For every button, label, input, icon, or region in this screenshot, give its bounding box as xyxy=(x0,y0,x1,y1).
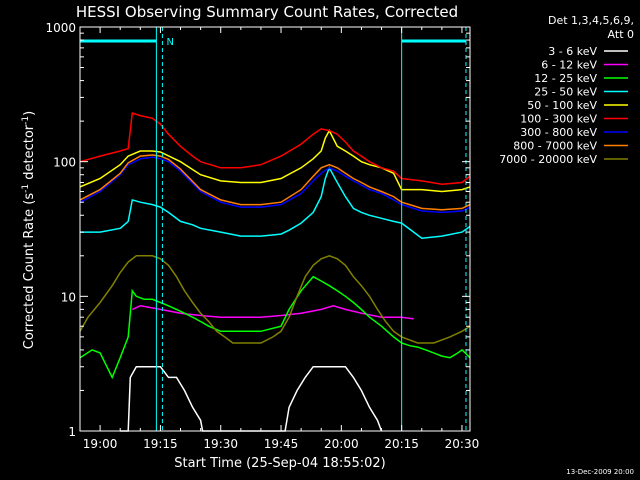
series-line-4 xyxy=(79,128,471,193)
x-tick-label-0: 19:00 xyxy=(83,437,118,451)
legend-label-0: 3 - 6 keV xyxy=(548,45,597,58)
legend-label-8: 7000 - 20000 keV xyxy=(499,153,597,166)
x-tick-label-3: 19:45 xyxy=(264,437,299,451)
series-line-1 xyxy=(131,305,414,320)
y-tick-label-0: 1 xyxy=(68,425,76,439)
y-tick-label-3: 1000 xyxy=(45,21,76,35)
overlay-layer: N xyxy=(80,27,467,431)
legend-label-6: 300 - 800 keV xyxy=(520,126,597,139)
y-axis-label-sup2: -1 xyxy=(21,116,31,125)
legend-label-2: 12 - 25 keV xyxy=(534,72,597,85)
legend-label-3: 25 - 50 keV xyxy=(534,86,597,99)
y-axis-label-main: Corrected Count Rate (s xyxy=(22,193,37,350)
y-tick-label-2: 100 xyxy=(53,156,76,170)
timestamp: 13-Dec-2009 20:00 xyxy=(566,468,634,476)
x-axis-label: Start Time (25-Sep-04 18:55:02) xyxy=(174,456,385,471)
series-line-8 xyxy=(79,254,471,344)
y-axis-label: Corrected Count Rate (s-1 detector-1) xyxy=(21,111,37,349)
y-axis-label-end: ) xyxy=(22,111,37,116)
y-tick-label-1: 10 xyxy=(61,290,76,304)
series-line-3 xyxy=(80,165,471,239)
y-axis-label-sup1: -1 xyxy=(21,184,31,193)
y-axis-ticks: 1 10 100 1000 xyxy=(45,21,470,439)
legend-header-line-1: Det 1,3,4,5,6,9, xyxy=(548,14,634,27)
legend-label-5: 100 - 300 keV xyxy=(520,113,597,126)
series-line-5 xyxy=(79,112,471,185)
x-axis-ticks: 19:00 19:15 19:30 19:45 20:00 20:15 20:30 xyxy=(79,27,480,451)
x-tick-label-5: 20:15 xyxy=(384,437,419,451)
annotation-label: N xyxy=(166,37,173,48)
legend-label-7: 800 - 7000 keV xyxy=(513,140,597,153)
y-axis-label-mid: detector xyxy=(22,124,37,184)
x-tick-label-2: 19:30 xyxy=(203,437,238,451)
x-tick-label-6: 20:30 xyxy=(445,437,480,451)
x-tick-label-1: 19:15 xyxy=(143,437,178,451)
chart-title: HESSI Observing Summary Count Rates, Cor… xyxy=(76,3,458,21)
plot-frame xyxy=(79,26,471,432)
x-tick-label-4: 20:00 xyxy=(324,437,359,451)
legend-label-1: 6 - 12 keV xyxy=(541,59,597,72)
legend-header-line-2: Att 0 xyxy=(608,28,634,41)
legend-label-4: 50 - 100 keV xyxy=(527,99,597,112)
plot-area: N 19:00 19:15 19:30 19:45 20:00 20:15 20:30 11… xyxy=(45,21,479,451)
series-line-2 xyxy=(79,275,471,380)
